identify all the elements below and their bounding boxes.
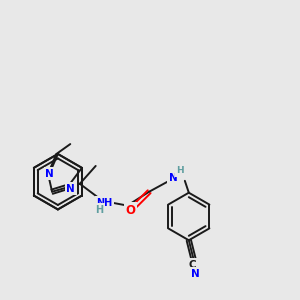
Text: O: O (125, 204, 135, 217)
Text: H: H (176, 167, 184, 176)
Text: H: H (96, 205, 104, 214)
Text: NH: NH (97, 198, 113, 208)
Text: N: N (191, 269, 200, 279)
Text: N: N (169, 173, 177, 183)
Text: N: N (45, 169, 54, 179)
Text: N: N (66, 184, 75, 194)
Text: C: C (189, 260, 196, 270)
